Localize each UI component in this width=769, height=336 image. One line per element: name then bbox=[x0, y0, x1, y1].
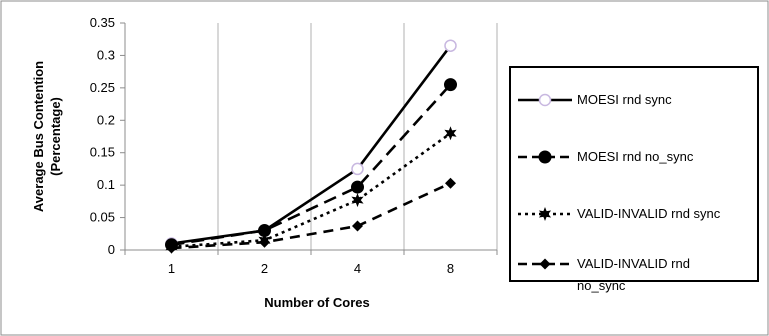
x-tick-label: 4 bbox=[354, 261, 361, 276]
legend-label: VALID-INVALID rnd bbox=[577, 256, 690, 271]
marker-diamond bbox=[352, 220, 363, 232]
axes-layer: 0 0.05 0.1 0.15 0.2 0.25 0.3 0.35 1 2 4 8 Number of … bbox=[31, 15, 498, 310]
y-tick-label: 0.25 bbox=[90, 80, 115, 95]
marker-star bbox=[538, 207, 552, 221]
y-tick-label: 0.1 bbox=[97, 177, 115, 192]
y-axis-title: Average Bus Contention bbox=[31, 61, 46, 212]
y-axis-title: (Percentage) bbox=[48, 97, 63, 176]
y-tick-label: 0 bbox=[108, 242, 115, 257]
series-line bbox=[171, 182, 452, 250]
x-tick-label: 8 bbox=[447, 261, 454, 276]
legend-label: no_sync bbox=[577, 278, 626, 293]
legend-box bbox=[509, 66, 759, 282]
y-tick-label: 0.35 bbox=[90, 15, 115, 30]
marker-filled-circle bbox=[444, 78, 457, 92]
legend-label: VALID-INVALID rnd sync bbox=[577, 206, 721, 221]
x-tick-label: 2 bbox=[261, 261, 268, 276]
marker-filled-circle bbox=[538, 150, 552, 164]
marker-star bbox=[444, 126, 457, 141]
marker-open-circle bbox=[444, 39, 457, 52]
marker-diamond bbox=[445, 177, 456, 189]
marker-diamond bbox=[539, 258, 551, 270]
marker-open-circle bbox=[351, 162, 364, 176]
marker-diamond bbox=[259, 236, 270, 248]
x-axis-title: Number of Cores bbox=[264, 295, 369, 310]
legend-label: MOESI rnd sync bbox=[577, 92, 672, 107]
marker-filled-circle bbox=[351, 180, 364, 194]
y-tick-label: 0.2 bbox=[97, 112, 115, 127]
y-tick-label: 0.05 bbox=[90, 210, 115, 225]
series-layer bbox=[165, 39, 457, 254]
marker-filled-circle bbox=[258, 224, 271, 238]
y-tick-label: 0.15 bbox=[90, 145, 115, 160]
marker-diamond bbox=[166, 242, 177, 254]
series-line bbox=[171, 83, 452, 247]
marker-star bbox=[351, 193, 364, 208]
legend: MOESI rnd sync MOESI rnd no_sync VALID-INV… bbox=[509, 66, 759, 293]
legend-label: MOESI rnd no_sync bbox=[577, 149, 694, 164]
marker-open-circle bbox=[538, 93, 552, 107]
y-tick-label: 0.3 bbox=[97, 47, 115, 62]
x-tick-label: 1 bbox=[168, 261, 175, 276]
